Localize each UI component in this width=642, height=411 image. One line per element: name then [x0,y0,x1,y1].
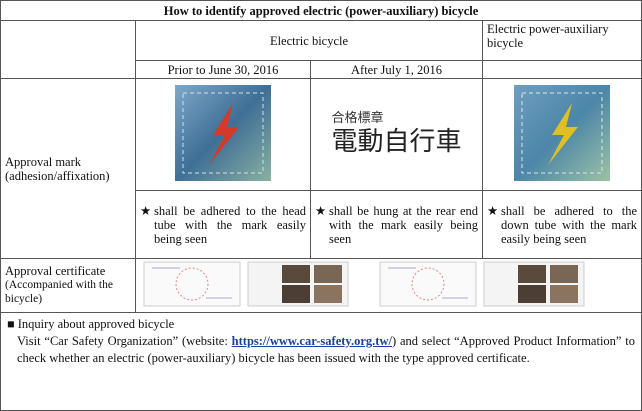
approval-mark-label: Approval mark (adhesion/affixation) [0,78,136,259]
certificate-label: Approval certificate [5,264,106,278]
note-marker: ★ [140,203,152,218]
inquiry-heading: Inquiry about approved bicycle [17,317,175,331]
inquiry-cell: ■ Inquiry about approved bicycle Visit “… [0,312,642,411]
certificate-thumbnails [143,261,585,307]
header-after: After July 1, 2016 [310,60,483,79]
note-cell: ★ shall be adhered to the down tube with … [481,190,642,259]
inquiry-marker: ■ [7,317,15,331]
sticker-cell [135,78,311,191]
certificate-images [134,258,642,313]
hologram-sticker [175,85,271,181]
note: shall be adhered to the head tube with t… [154,203,306,246]
sticker-cell: 合格標章 電動自行車 [310,78,483,191]
note: shall be adhered to the down tube with t… [501,203,638,246]
sticker-line: 合格標章 [331,110,384,126]
certificate-page [143,261,241,307]
inquiry-text-before: Visit “Car Safety Organization” (website… [17,334,232,348]
blank-cell [0,20,136,79]
note-marker: ★ [315,203,327,218]
note: shall be hung at the rear end with the m… [329,203,478,246]
hologram-sticker [514,85,611,181]
website-link[interactable]: https://www.car-safety.org.tw/ [231,334,392,348]
sticker-cell [481,78,642,191]
blank-cell [481,60,642,79]
inquiry-heading-row: ■ Inquiry about approved bicycle [7,316,635,333]
note-cell: ★ shall be adhered to the head tube with … [135,190,311,259]
inquiry-text: Visit “Car Safety Organization” (website… [7,333,635,367]
note-marker: ★ [487,203,499,218]
certificate-sublabel: (Accompanied with the bicycle) [5,279,113,305]
header-prior: Prior to June 30, 2016 [135,60,311,79]
certificate-page [379,261,477,307]
certificate-label-cell: Approval certificate (Accompanied with th… [0,258,136,313]
text-sticker: 合格標章 電動自行車 [331,110,462,158]
table-title: How to identify approved electric (power… [0,0,642,21]
inquiry-text-after: ) and select “Approved Product Informati… [17,334,636,365]
sticker-line: 電動自行車 [331,126,462,157]
header-electric: Electric bicycle [135,20,483,61]
header-power-auxiliary: Electric power-auxiliary bicycle [481,20,642,61]
certificate-photos [483,261,585,307]
note-cell: ★ shall be hung at the rear end with the … [310,190,483,259]
certificate-photos [247,261,349,307]
